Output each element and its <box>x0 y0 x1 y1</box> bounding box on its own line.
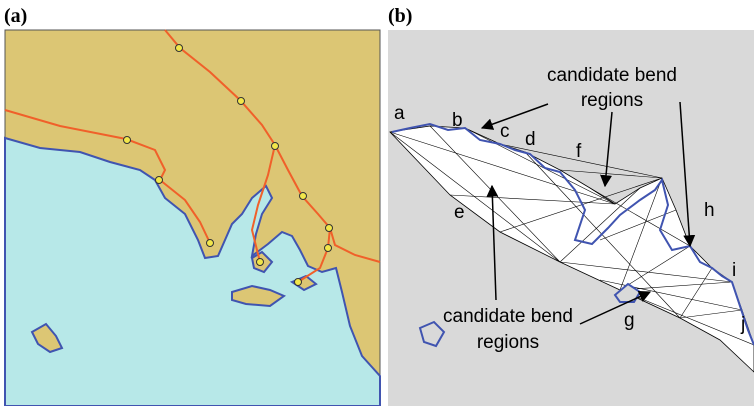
triangulation-panel: candidate bend regions candidate bend re… <box>388 30 754 406</box>
annotation: candidate bend <box>443 306 573 327</box>
panel-label: (a) <box>4 5 27 27</box>
annotation: regions <box>477 332 539 353</box>
region-letter: g <box>624 310 635 331</box>
region-letter: j <box>740 314 745 335</box>
region-letter: i <box>732 260 736 281</box>
region-letter: d <box>525 129 536 150</box>
panel-label: (b) <box>388 5 412 27</box>
region-letter: f <box>576 141 582 162</box>
annotation: candidate bend <box>547 65 677 86</box>
region-letter: h <box>704 200 715 221</box>
figure: (a) (b) <box>0 0 754 406</box>
annotation: regions <box>581 90 643 111</box>
region-letter: b <box>452 110 463 131</box>
region-letter: c <box>500 121 510 142</box>
region-letter: a <box>394 103 405 124</box>
region-letter: e <box>454 202 465 223</box>
map-panel <box>5 30 380 406</box>
